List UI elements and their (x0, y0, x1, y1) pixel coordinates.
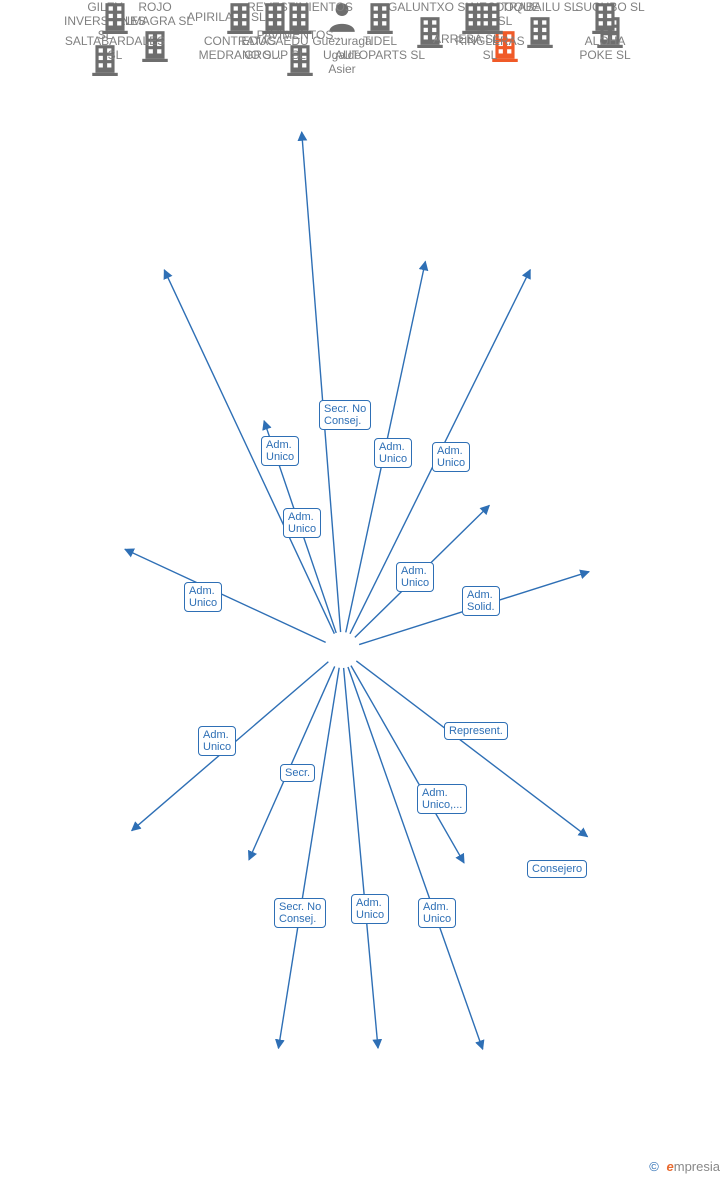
company-node[interactable]: SALTABARDALES SL (45, 0, 185, 62)
edge-role-label[interactable]: Adm. Unico (418, 898, 456, 928)
node-label: SALTABARDALES SL (45, 34, 185, 62)
company-node[interactable]: RINGLERAS SL (420, 0, 560, 62)
building-icon (258, 0, 292, 34)
copyright-symbol: © (649, 1159, 659, 1174)
edge-role-label[interactable]: Adm. Unico (283, 508, 321, 538)
edge-role-label[interactable]: Secr. No Consej. (319, 400, 371, 430)
edge-role-label[interactable]: Adm. Unico (432, 442, 470, 472)
building-icon (363, 0, 397, 34)
edge-role-label[interactable]: Represent. (444, 722, 508, 740)
edge-role-label[interactable]: Adm. Unico (198, 726, 236, 756)
edge-line (302, 132, 341, 632)
edge-line (356, 661, 587, 837)
edge-line (164, 270, 334, 634)
edge-role-label[interactable]: Adm. Unico (374, 438, 412, 468)
building-icon (588, 0, 622, 34)
brand-rest: mpresia (674, 1159, 720, 1174)
brand-first-letter: e (667, 1159, 674, 1174)
edge-role-label[interactable]: Adm. Unico (261, 436, 299, 466)
building-icon (473, 0, 507, 34)
edge-role-label[interactable]: Secr. No Consej. (274, 898, 326, 928)
edge-line (125, 549, 326, 642)
edge-role-label[interactable]: Adm. Unico (184, 582, 222, 612)
node-label: RINGLERAS SL (420, 34, 560, 62)
diagram-canvas: Guezuraga Ugalde AsierREVESTIMIENTOS Y P… (0, 0, 728, 1180)
edge-line (344, 668, 378, 1048)
edge-role-label[interactable]: Adm. Unico (396, 562, 434, 592)
edge-role-label[interactable]: Secr. (280, 764, 315, 782)
edge-line (351, 666, 464, 863)
edge-role-label[interactable]: Adm. Unico,... (417, 784, 467, 814)
edges-layer (0, 0, 728, 1180)
footer-credit: © empresia (649, 1159, 720, 1174)
edge-role-label[interactable]: Adm. Solid. (462, 586, 500, 616)
edge-line (278, 668, 339, 1048)
edge-role-label[interactable]: Adm. Unico (351, 894, 389, 924)
building-icon (98, 0, 132, 34)
edge-role-label[interactable]: Consejero (527, 860, 587, 878)
